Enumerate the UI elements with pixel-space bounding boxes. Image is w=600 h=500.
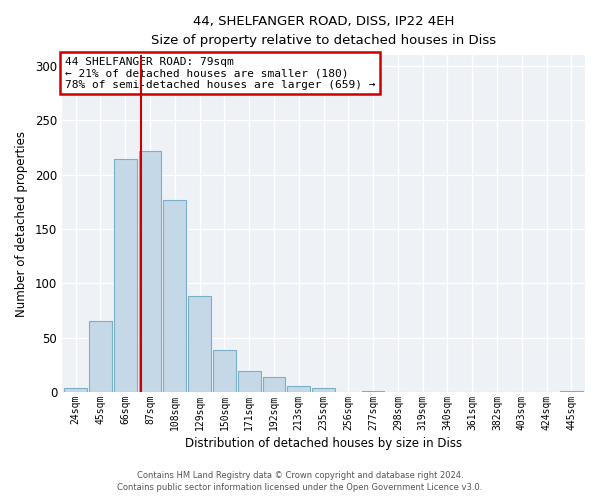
Bar bbox=[560, 391, 583, 392]
Bar bbox=[362, 391, 385, 392]
Bar bbox=[114, 160, 137, 392]
Bar bbox=[263, 377, 286, 392]
Bar bbox=[213, 350, 236, 392]
Title: 44, SHELFANGER ROAD, DISS, IP22 4EH
Size of property relative to detached houses: 44, SHELFANGER ROAD, DISS, IP22 4EH Size… bbox=[151, 15, 496, 47]
Bar bbox=[139, 151, 161, 392]
Bar bbox=[89, 322, 112, 392]
Bar bbox=[312, 388, 335, 392]
Bar bbox=[163, 200, 186, 392]
Text: Contains HM Land Registry data © Crown copyright and database right 2024.
Contai: Contains HM Land Registry data © Crown c… bbox=[118, 471, 482, 492]
Y-axis label: Number of detached properties: Number of detached properties bbox=[15, 130, 28, 316]
Text: 44 SHELFANGER ROAD: 79sqm
← 21% of detached houses are smaller (180)
78% of semi: 44 SHELFANGER ROAD: 79sqm ← 21% of detac… bbox=[65, 57, 375, 90]
Bar bbox=[287, 386, 310, 392]
X-axis label: Distribution of detached houses by size in Diss: Distribution of detached houses by size … bbox=[185, 437, 462, 450]
Bar bbox=[188, 296, 211, 392]
Bar bbox=[238, 372, 260, 392]
Bar bbox=[64, 388, 87, 392]
